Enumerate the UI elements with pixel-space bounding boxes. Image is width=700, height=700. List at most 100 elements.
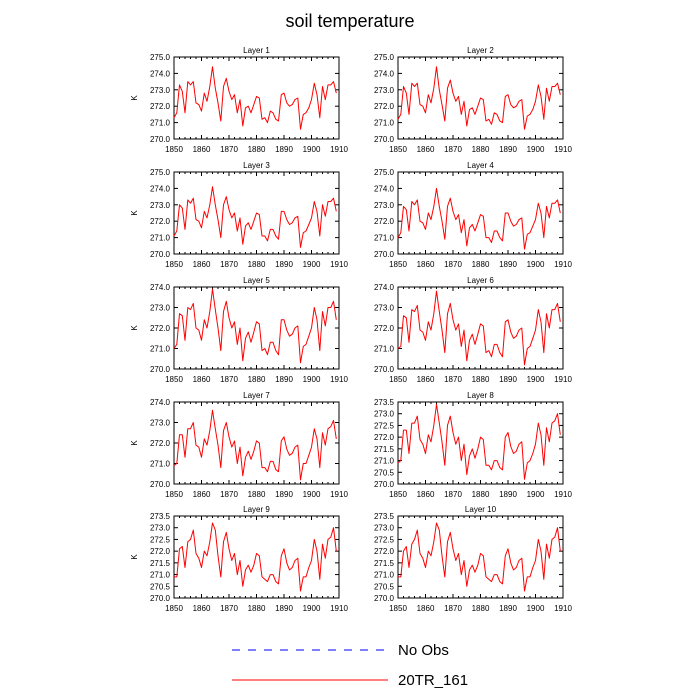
x-tick-label: 1850 xyxy=(389,145,407,154)
y-tick-label: 270.0 xyxy=(374,365,395,374)
x-tick-label: 1910 xyxy=(554,490,572,499)
y-tick-label: 273.0 xyxy=(150,86,171,95)
x-tick-label: 1880 xyxy=(248,375,266,384)
plot-frame xyxy=(397,515,564,599)
chart-panel: Layer 3 270.0 271.0 272.0 273.0 274.0 275.0 185… xyxy=(130,161,348,269)
x-tick-label: 1870 xyxy=(444,490,462,499)
x-tick-label: 1850 xyxy=(389,490,407,499)
x-tick-label: 1860 xyxy=(193,490,211,499)
y-tick-label: 271.5 xyxy=(150,559,171,568)
y-tick-label: 273.0 xyxy=(150,304,171,313)
panel-title: Layer 4 xyxy=(467,161,494,170)
x-tick-label: 1850 xyxy=(389,260,407,269)
y-tick-label: 273.0 xyxy=(150,524,171,533)
y-tick-label: 274.0 xyxy=(374,184,395,193)
y-tick-label: 275.0 xyxy=(374,168,395,177)
y-tick-label: 273.0 xyxy=(150,419,171,428)
chart-panel: Layer 5 270.0 271.0 272.0 273.0 274.0 1850 1860… xyxy=(130,276,348,384)
x-tick-label: 1890 xyxy=(499,604,517,613)
y-tick-label: 273.0 xyxy=(374,524,395,533)
x-tick-label: 1900 xyxy=(303,145,321,154)
x-tick-label: 1850 xyxy=(389,375,407,384)
legend-label-no-obs: No Obs xyxy=(398,642,449,659)
x-tick-label: 1900 xyxy=(527,604,545,613)
panel-title: Layer 6 xyxy=(467,276,494,285)
series-line-20tr-161 xyxy=(397,403,561,480)
plot-frame xyxy=(397,401,564,485)
y-tick-label: 275.0 xyxy=(150,53,171,62)
x-tick-label: 1880 xyxy=(472,490,490,499)
x-tick-label: 1870 xyxy=(444,604,462,613)
y-tick-label: 271.0 xyxy=(374,345,395,354)
x-tick-label: 1880 xyxy=(472,145,490,154)
y-tick-label: 273.5 xyxy=(374,512,395,521)
y-axis-label: K xyxy=(130,210,139,216)
y-tick-label: 270.0 xyxy=(374,594,395,603)
x-tick-label: 1910 xyxy=(554,260,572,269)
y-tick-label: 271.0 xyxy=(150,119,171,128)
y-tick-label: 270.0 xyxy=(150,250,171,259)
x-tick-label: 1890 xyxy=(275,145,293,154)
x-tick-label: 1860 xyxy=(417,490,435,499)
series-line-20tr-161 xyxy=(173,409,337,481)
x-tick-label: 1880 xyxy=(472,604,490,613)
y-tick-label: 273.5 xyxy=(374,398,395,407)
y-tick-label: 271.0 xyxy=(150,345,171,354)
plot-frame xyxy=(173,286,340,370)
x-tick-label: 1870 xyxy=(220,375,238,384)
plot-frame xyxy=(397,286,564,370)
y-tick-label: 270.0 xyxy=(150,365,171,374)
chart-panel: Layer 9 270.0 270.5 271.0 271.5 272.0 272.5 273… xyxy=(130,505,348,613)
x-tick-label: 1890 xyxy=(275,490,293,499)
y-tick-label: 270.0 xyxy=(374,250,395,259)
plot-frame xyxy=(173,515,340,599)
x-tick-label: 1900 xyxy=(303,490,321,499)
x-tick-label: 1890 xyxy=(499,145,517,154)
x-tick-label: 1870 xyxy=(220,260,238,269)
panel-grid: Layer 1 270.0 271.0 272.0 273.0 274.0 275.0 185… xyxy=(130,46,572,613)
y-tick-label: 273.0 xyxy=(374,304,395,313)
x-tick-label: 1910 xyxy=(330,490,348,499)
y-tick-label: 274.0 xyxy=(150,184,171,193)
plot-frame xyxy=(173,401,340,485)
x-tick-label: 1860 xyxy=(193,375,211,384)
x-tick-label: 1880 xyxy=(248,490,266,499)
x-tick-label: 1890 xyxy=(275,375,293,384)
y-tick-label: 274.0 xyxy=(374,283,395,292)
y-tick-label: 274.0 xyxy=(150,398,171,407)
y-tick-label: 272.0 xyxy=(150,439,171,448)
y-tick-label: 273.0 xyxy=(374,410,395,419)
x-tick-label: 1890 xyxy=(499,490,517,499)
x-tick-label: 1850 xyxy=(165,604,183,613)
x-tick-label: 1910 xyxy=(330,604,348,613)
y-tick-label: 270.5 xyxy=(374,468,395,477)
y-tick-label: 272.0 xyxy=(374,217,395,226)
x-tick-label: 1850 xyxy=(389,604,407,613)
series-line-20tr-161 xyxy=(397,290,561,366)
x-tick-label: 1870 xyxy=(444,145,462,154)
panel-title: Layer 5 xyxy=(243,276,270,285)
x-tick-label: 1880 xyxy=(248,604,266,613)
chart-panel: Layer 1 270.0 271.0 272.0 273.0 274.0 275.0 185… xyxy=(130,46,348,154)
chart-panel: Layer 2 270.0 271.0 272.0 273.0 274.0 275.0 185… xyxy=(374,46,572,154)
y-tick-label: 271.0 xyxy=(374,457,395,466)
x-tick-label: 1900 xyxy=(303,260,321,269)
x-tick-label: 1910 xyxy=(330,260,348,269)
panel-title: Layer 2 xyxy=(467,46,494,55)
y-tick-label: 272.0 xyxy=(150,102,171,111)
y-axis-label: K xyxy=(130,554,139,560)
x-tick-label: 1850 xyxy=(165,145,183,154)
y-tick-label: 270.0 xyxy=(150,594,171,603)
figure-title: soil temperature xyxy=(285,11,414,31)
x-tick-label: 1850 xyxy=(165,490,183,499)
y-axis-label: K xyxy=(130,325,139,331)
x-tick-label: 1910 xyxy=(554,604,572,613)
x-tick-label: 1880 xyxy=(248,260,266,269)
x-tick-label: 1860 xyxy=(193,260,211,269)
series-line-20tr-161 xyxy=(173,66,337,130)
y-tick-label: 271.0 xyxy=(374,571,395,580)
series-line-20tr-161 xyxy=(397,187,561,250)
y-tick-label: 272.0 xyxy=(374,324,395,333)
y-tick-label: 272.0 xyxy=(374,547,395,556)
